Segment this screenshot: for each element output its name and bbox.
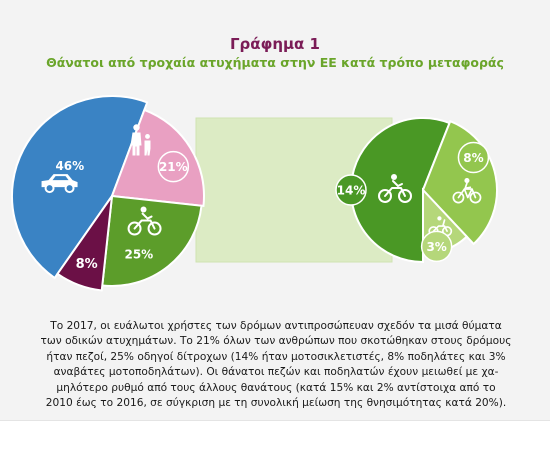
caption-line: μηλότερο ρυθμό από τους άλλους θανάτους … [56, 381, 496, 394]
svg-text:8%: 8% [463, 151, 483, 165]
data-label: 46% [55, 159, 84, 173]
caption-text: Το 2017, οι ευάλωτοι χρήστες των δρόμων … [26, 319, 526, 411]
pedestrian-icon [130, 124, 151, 156]
main-pie-slice [56, 195, 113, 292]
data-label: 3% [420, 230, 453, 263]
main-pie-slice [11, 95, 149, 280]
main-pie-slice [110, 108, 205, 208]
motorcycle-icon [378, 174, 412, 203]
data-label: 8% [457, 141, 490, 174]
chart-title: Γράφημα 1 [229, 35, 320, 53]
main-pie-slice [101, 194, 203, 287]
svg-text:46%: 46% [55, 159, 84, 173]
caption-line: αναβάτες μοτοποδηλάτων). Οι θάνατοι πεζώ… [53, 366, 499, 379]
svg-text:3%: 3% [426, 240, 446, 254]
svg-text:14%: 14% [337, 184, 366, 198]
svg-text:21%: 21% [159, 160, 188, 174]
data-label: 8% [76, 257, 98, 272]
caption-line: ήταν πεζοί, 25% οδηγοί δίτροχων (14% ήτα… [46, 350, 506, 363]
data-label: 21% [157, 150, 190, 183]
data-label: 14% [335, 174, 367, 206]
pie-charts: 46% 21% 25% 8% 14% 8% 3% [11, 95, 498, 292]
bicycle-icon [452, 178, 482, 204]
caption-line: των οδικών ατυχημάτων. Το 21% όλων των α… [40, 335, 512, 348]
bottom-strip [0, 420, 550, 451]
main-pie-chart [11, 95, 205, 292]
caption-line: Το 2017, οι ευάλωτοι χρήστες των δρόμων … [50, 320, 502, 332]
svg-text:25%: 25% [124, 248, 153, 262]
car-icon [41, 174, 78, 194]
svg-text:8%: 8% [76, 257, 98, 272]
caption-line: 2010 έως το 2016, σε σύγκριση με τη συνο… [45, 397, 507, 410]
chart-subtitle: Θάνατοι από τροχαία ατυχήματα στην ΕΕ κα… [46, 55, 504, 70]
data-label: 25% [124, 248, 153, 262]
motorcycle-icon [127, 206, 162, 236]
